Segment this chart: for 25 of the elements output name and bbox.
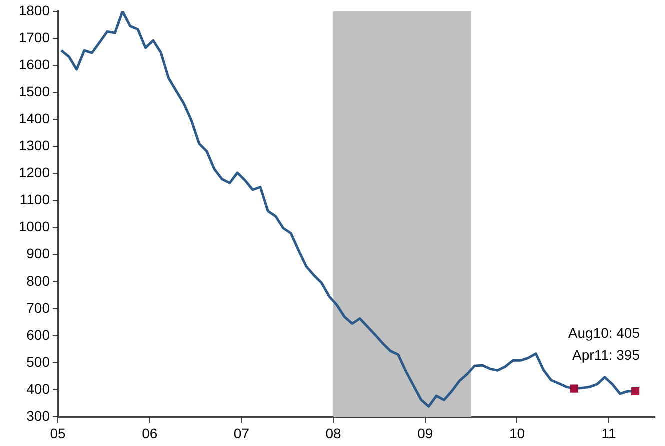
x-tick-label: 08: [326, 425, 342, 442]
x-tick-label: 09: [418, 425, 434, 442]
x-tick-label: 06: [142, 425, 158, 442]
y-tick-label: 1000: [18, 218, 50, 235]
y-tick-label: 500: [26, 354, 50, 370]
y-tick-label: 1700: [18, 29, 50, 46]
y-tick-label: 1600: [18, 56, 50, 72]
x-tick-label: 11: [602, 425, 617, 442]
annotation: Apr11: 395: [572, 347, 640, 364]
y-tick-label: 600: [26, 326, 50, 343]
y-tick-label: 700: [26, 300, 50, 316]
x-tick-label: 05: [50, 425, 66, 442]
y-tick-label: 400: [26, 381, 50, 398]
y-tick-label: 900: [26, 246, 50, 262]
y-tick-label: 1100: [20, 192, 50, 208]
x-tick-label: 07: [234, 425, 250, 442]
y-tick-label: 1300: [18, 138, 50, 154]
y-tick-label: 1200: [18, 164, 50, 181]
y-tick-label: 1500: [18, 83, 50, 100]
y-tick-label: 1400: [18, 110, 50, 126]
x-tick-label: 10: [509, 425, 526, 442]
annotation: Aug10: 405: [568, 325, 640, 342]
y-tick-label: 300: [26, 408, 50, 424]
y-tick-label: 800: [26, 272, 50, 289]
y-tick-label: 1800: [18, 2, 50, 18]
